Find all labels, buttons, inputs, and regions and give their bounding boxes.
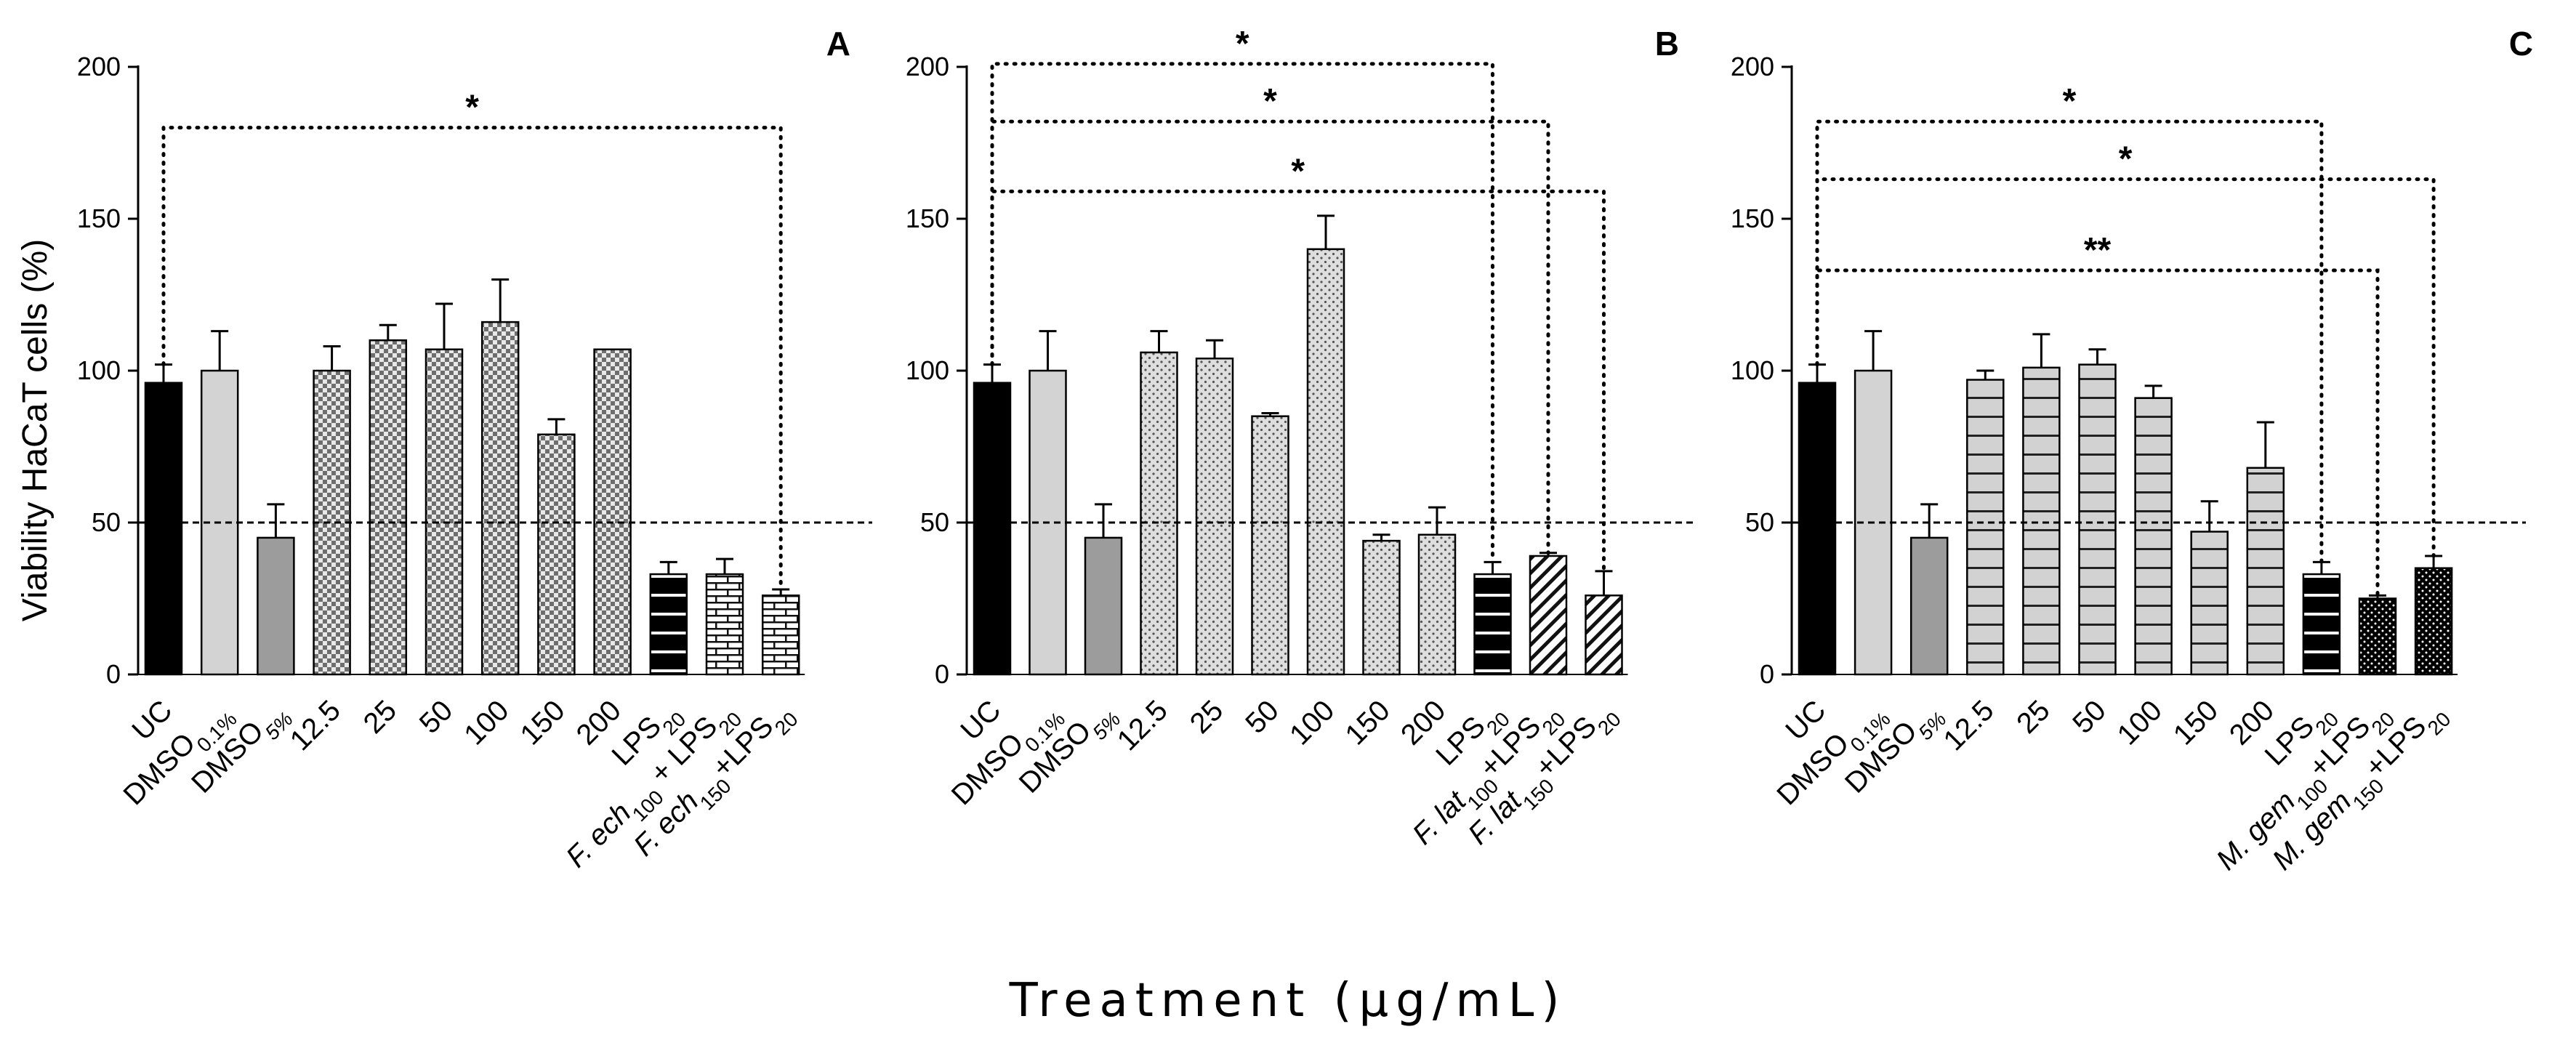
bar [1084,536,1123,676]
bar [424,348,464,676]
x-tick-label: 25 [1184,694,1230,740]
bar [2022,366,2061,676]
x-tick-label: 100 [1284,694,1340,751]
bar [593,348,632,676]
bar [369,339,408,676]
bar [1966,379,2005,676]
x-tick-label: 50 [1239,694,1285,740]
y-tick-label: 50 [92,507,121,537]
bar [480,321,520,676]
y-tick-label: 0 [935,659,949,689]
bar [1362,539,1401,676]
y-tick-label: 100 [77,355,121,385]
y-tick-label: 150 [906,203,949,233]
x-tick-label: 100 [2112,694,2168,751]
bar [2414,567,2453,676]
bar [973,382,1012,676]
significance-mark: * [1291,152,1305,190]
x-tick-label: 150 [514,694,571,751]
bar [649,573,688,676]
bar [144,382,183,676]
x-tick-label: 25 [358,694,403,740]
significance-mark: * [2063,82,2077,121]
x-axis-title: Treatment (µg/mL) [1009,974,1567,1028]
x-tick-label: 12.5 [1937,694,2000,757]
bar [2246,467,2285,676]
significance-mark: * [1263,82,1277,121]
y-tick-label: 50 [1745,507,1774,537]
bar [1585,594,1623,676]
x-tick-label: 12.5 [284,694,347,757]
y-tick-label: 100 [1731,355,1774,385]
significance-bracket [161,126,783,592]
significance-mark: ** [2084,231,2112,270]
y-tick-label: 200 [906,52,949,81]
significance-bracket [1815,119,2324,564]
bar [1140,351,1178,676]
bar [1529,555,1568,676]
significance-mark: * [465,89,479,127]
bar [1306,248,1345,676]
bar [1798,382,1837,676]
y-tick-label: 150 [77,203,121,233]
significance-mark: * [1236,25,1249,63]
bar [313,369,351,676]
bar [2302,573,2341,676]
bar [1195,358,1234,676]
x-tick-label: 50 [414,694,459,740]
significance-bracket [1815,177,2436,558]
bar [1251,415,1289,676]
y-tick-label: 0 [1760,659,1774,689]
bar [2134,397,2173,676]
y-tick-label: 100 [906,355,949,385]
bar [761,594,800,676]
x-tick-label: 50 [2066,694,2112,740]
bar [1909,536,1949,676]
x-tick-label: 100 [458,694,515,751]
bar [1417,533,1457,676]
y-tick-label: 50 [920,507,949,537]
significance-bracket [990,189,1606,573]
bar [2078,363,2117,676]
y-tick-label: 200 [1731,52,1774,81]
bar [537,433,576,676]
significance-bracket [990,62,1494,564]
y-tick-label: 200 [77,52,121,81]
significance-bracket [1815,268,2380,597]
bar [705,573,744,676]
bar [257,536,295,676]
x-tick-label: 25 [2011,694,2056,740]
bar [2190,531,2229,676]
x-tick-label: 150 [1340,694,1396,751]
bar [1473,573,1512,676]
bar [2358,597,2397,676]
x-tick-label: 150 [2168,694,2224,751]
panel-label: A [826,25,850,63]
y-axis-title: Viability HaCaT cells (%) [16,239,55,621]
y-tick-label: 150 [1731,203,1774,233]
significance-mark: * [2119,140,2133,179]
y-tick-label: 0 [106,659,121,689]
panel-label: B [1655,25,1679,63]
panel-label: C [2509,25,2533,63]
x-tick-label: 12.5 [1111,694,1174,757]
